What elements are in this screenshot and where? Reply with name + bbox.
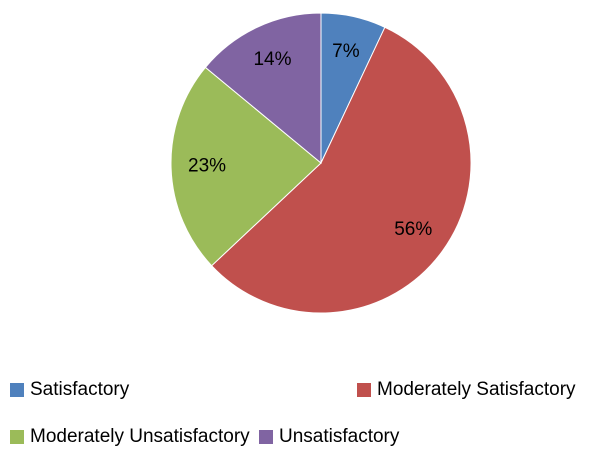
data-label: 7% <box>332 41 360 62</box>
legend-label: Moderately Satisfactory <box>377 379 576 400</box>
legend-label: Satisfactory <box>30 379 130 400</box>
data-label: 14% <box>253 49 291 70</box>
legend-label: Moderately Unsatisfactory <box>30 426 250 447</box>
data-label: 23% <box>188 156 226 177</box>
pie-slice <box>170 66 322 267</box>
data-label: 56% <box>394 219 432 240</box>
pie-slice <box>204 12 322 165</box>
legend-swatch <box>10 383 24 397</box>
legend-label: Unsatisfactory <box>279 426 400 447</box>
legend-swatch <box>10 430 24 444</box>
pie-slice <box>210 26 472 314</box>
legend-swatch <box>259 430 273 444</box>
legend-swatch <box>357 383 371 397</box>
